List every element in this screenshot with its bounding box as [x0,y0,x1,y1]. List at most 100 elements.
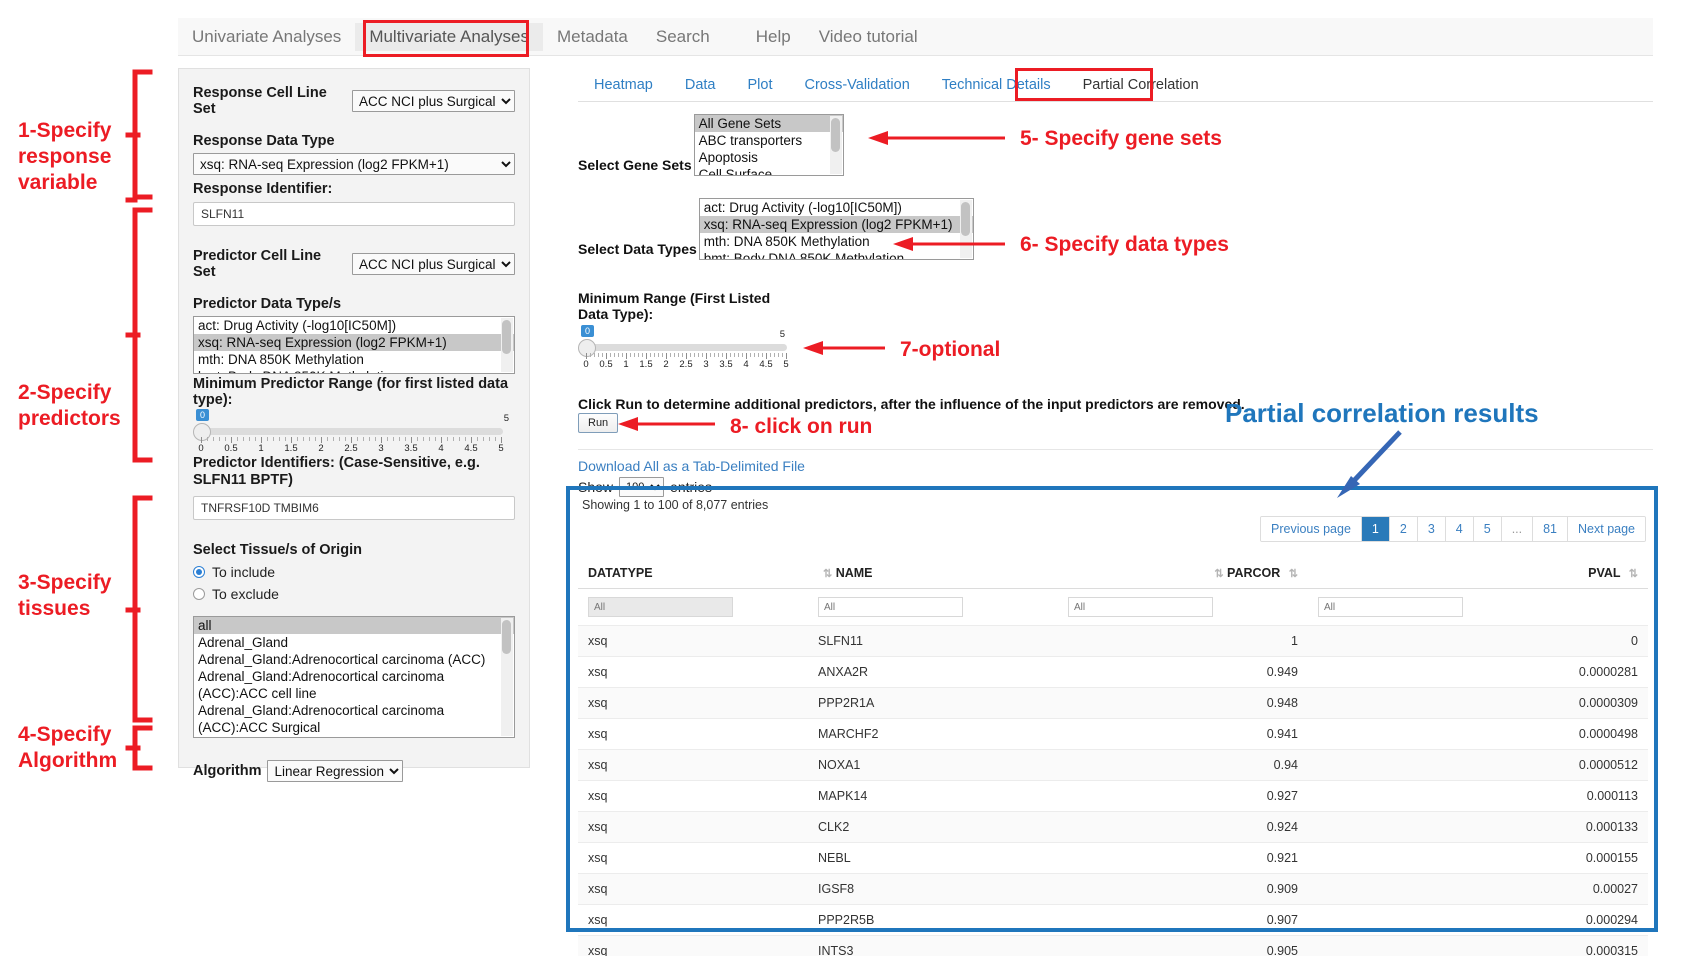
tab-cross-validation[interactable]: Cross-Validation [804,76,910,93]
tissue-listbox[interactable]: all Adrenal_Gland Adrenal_Gland:Adrenoco… [193,616,515,738]
slider-tick-minor [387,437,388,441]
table-row[interactable]: xsq ANXA2R 0.949 0.0000281 [578,656,1648,688]
tissue-include-radio-row[interactable]: To include [193,564,515,580]
slider-tick [411,437,412,443]
column-header-pval[interactable]: PVAL ⇅ [1308,558,1648,589]
list-item[interactable]: act: Drug Activity (-log10[IC50M]) [703,200,902,215]
nav-item-multivariate-analyses[interactable]: Multivariate Analyses [355,22,543,51]
list-item[interactable]: mth: DNA 850K Methylation [198,352,364,367]
tab-heatmap[interactable]: Heatmap [594,76,653,93]
predictor-identifiers-input[interactable] [193,496,515,520]
response-identifier-input[interactable] [193,202,515,226]
list-item[interactable]: All Gene Sets [694,115,843,132]
cell-parcor: 0.941 [1058,718,1308,750]
scrollbar-thumb[interactable] [830,118,840,152]
list-item[interactable]: all [194,617,514,634]
algorithm-select[interactable]: Linear Regression [267,760,404,782]
pagination-next[interactable]: Next page [1568,517,1645,541]
slider-track[interactable] [584,344,787,351]
min-predictor-range-slider[interactable]: 0 5 0 0.5 1 1.5 2 2.5 3 3.5 4 4.5 5 [193,409,509,454]
listbox-scrollbar[interactable] [501,318,513,372]
table-row[interactable]: xsq PPP2R5B 0.907 0.000294 [578,904,1648,936]
data-types-listbox[interactable]: act: Drug Activity (-log10[IC50M]) xsq: … [698,198,974,260]
table-row[interactable]: xsq MARCHF2 0.941 0.0000498 [578,718,1648,750]
tab-plot[interactable]: Plot [747,76,773,93]
nav-item-video-tutorial[interactable]: Video tutorial [818,26,918,46]
pagination-page-1[interactable]: 1 [1361,517,1390,541]
slider-tick [746,353,747,359]
table-row[interactable]: xsq NEBL 0.921 0.000155 [578,842,1648,874]
annotation-step-2-line-1: 2-Specify [18,381,112,404]
sort-icon[interactable]: ⇅ [1214,568,1224,580]
slider-tick-minor [417,437,418,441]
table-row[interactable]: xsq MAPK14 0.927 0.000113 [578,780,1648,812]
table-row[interactable]: xsq PPP2R1A 0.948 0.0000309 [578,687,1648,719]
pagination-page-81[interactable]: 81 [1533,517,1569,541]
scrollbar-thumb[interactable] [960,202,970,236]
select-data-types-label: Select Data Types [578,241,697,257]
nav-item-help[interactable]: Help [755,26,791,46]
table-row[interactable]: xsq NOXA1 0.94 0.0000512 [578,749,1648,781]
list-item[interactable]: Cell Surface [698,167,773,176]
filter-input-pval[interactable] [1318,597,1463,617]
slider-tick-minor [702,353,703,357]
tissue-listbox-scrollbar[interactable] [501,618,513,736]
scrollbar-thumb[interactable] [502,620,511,654]
radio-exclude-icon[interactable] [193,588,205,600]
response-data-type-select[interactable]: xsq: RNA-seq Expression (log2 FPKM+1) [193,153,515,175]
run-button[interactable]: Run [578,413,619,433]
list-item[interactable]: Adrenal_Gland [198,635,289,650]
filter-input-parcor[interactable] [1068,597,1213,617]
gene-sets-scrollbar[interactable] [829,116,842,174]
data-types-scrollbar[interactable] [959,200,972,258]
nav-item-univariate-analyses[interactable]: Univariate Analyses [192,26,342,46]
list-item[interactable]: xsq: RNA-seq Expression (log2 FPKM+1) [699,216,973,233]
pagination-previous[interactable]: Previous page [1261,517,1362,541]
pagination-page-2[interactable]: 2 [1389,517,1418,541]
list-item[interactable]: Adrenal_Gland:Adrenocortical carcinoma (… [198,652,486,667]
table-row[interactable]: xsq SLFN11 1 0 [578,625,1648,657]
nav-item-search[interactable]: Search [655,26,710,46]
column-header-parcor[interactable]: ⇅ PARCOR ⇅ [1058,558,1308,589]
list-item[interactable]: ABC transporters [698,133,803,148]
predictor-cell-line-set-select[interactable]: ACC NCI plus Surgical [352,253,515,275]
table-row[interactable]: xsq IGSF8 0.909 0.00027 [578,873,1648,905]
table-row[interactable]: xsq INTS3 0.905 0.000315 [578,935,1648,956]
filter-input-datatype[interactable] [588,597,733,617]
column-header-datatype[interactable]: DATATYPE [578,558,808,589]
table-row[interactable]: xsq CLK2 0.924 0.000133 [578,811,1648,843]
list-item[interactable]: bmt: Body DNA 850K Methylation [703,251,905,260]
tab-data[interactable]: Data [684,76,716,93]
slider-track[interactable] [199,428,503,435]
slider-handle[interactable] [578,339,596,357]
list-item[interactable]: bmt: Body DNA 850K Methylation [194,368,514,373]
tab-partial-correlation[interactable]: Partial Correlation [1066,72,1215,97]
response-cell-line-set-select[interactable]: ACC NCI plus Surgical [352,90,515,112]
slider-tick-label: 3.5 [404,443,418,454]
min-range-slider[interactable]: 0 5 0 0.5 1 1.5 2 2.5 3 3.5 4 4.5 5 [578,325,793,370]
list-item[interactable]: Apoptosis [698,150,758,165]
tab-technical-details[interactable]: Technical Details [941,76,1051,93]
list-item[interactable]: Adrenal_Gland:Adrenocortical carcinoma (… [198,669,445,701]
list-item[interactable]: mth: DNA 850K Methylation [703,234,870,249]
sort-icon[interactable]: ⇅ [1288,568,1298,580]
tissue-exclude-radio-row[interactable]: To exclude [193,586,515,602]
sort-icon[interactable]: ⇅ [1628,568,1638,580]
slider-handle[interactable] [193,423,211,441]
nav-item-metadata[interactable]: Metadata [557,26,628,46]
list-item[interactable]: Adrenal_Gland:Adrenocortical carcinoma (… [198,703,445,735]
sort-icon[interactable]: ⇅ [823,568,833,580]
list-item[interactable]: act: Drug Activity (-log10[IC50M]) [198,318,397,333]
download-all-link[interactable]: Download All as a Tab-Delimited File [578,458,805,474]
filter-input-name[interactable] [818,597,963,617]
predictor-data-types-listbox[interactable]: act: Drug Activity (-log10[IC50M]) xsq: … [193,316,515,374]
column-header-name[interactable]: ⇅ NAME [808,558,1058,589]
radio-include-icon[interactable] [193,566,205,578]
pagination-page-3[interactable]: 3 [1417,517,1446,541]
pagination-page-5[interactable]: 5 [1473,517,1502,541]
list-item[interactable]: xsq: RNA-seq Expression (log2 FPKM+1) [194,334,514,351]
gene-sets-listbox[interactable]: All Gene Sets ABC transporters Apoptosis… [693,114,844,176]
scrollbar-thumb[interactable] [502,320,511,354]
slider-ticks [201,437,507,443]
pagination-page-4[interactable]: 4 [1445,517,1474,541]
